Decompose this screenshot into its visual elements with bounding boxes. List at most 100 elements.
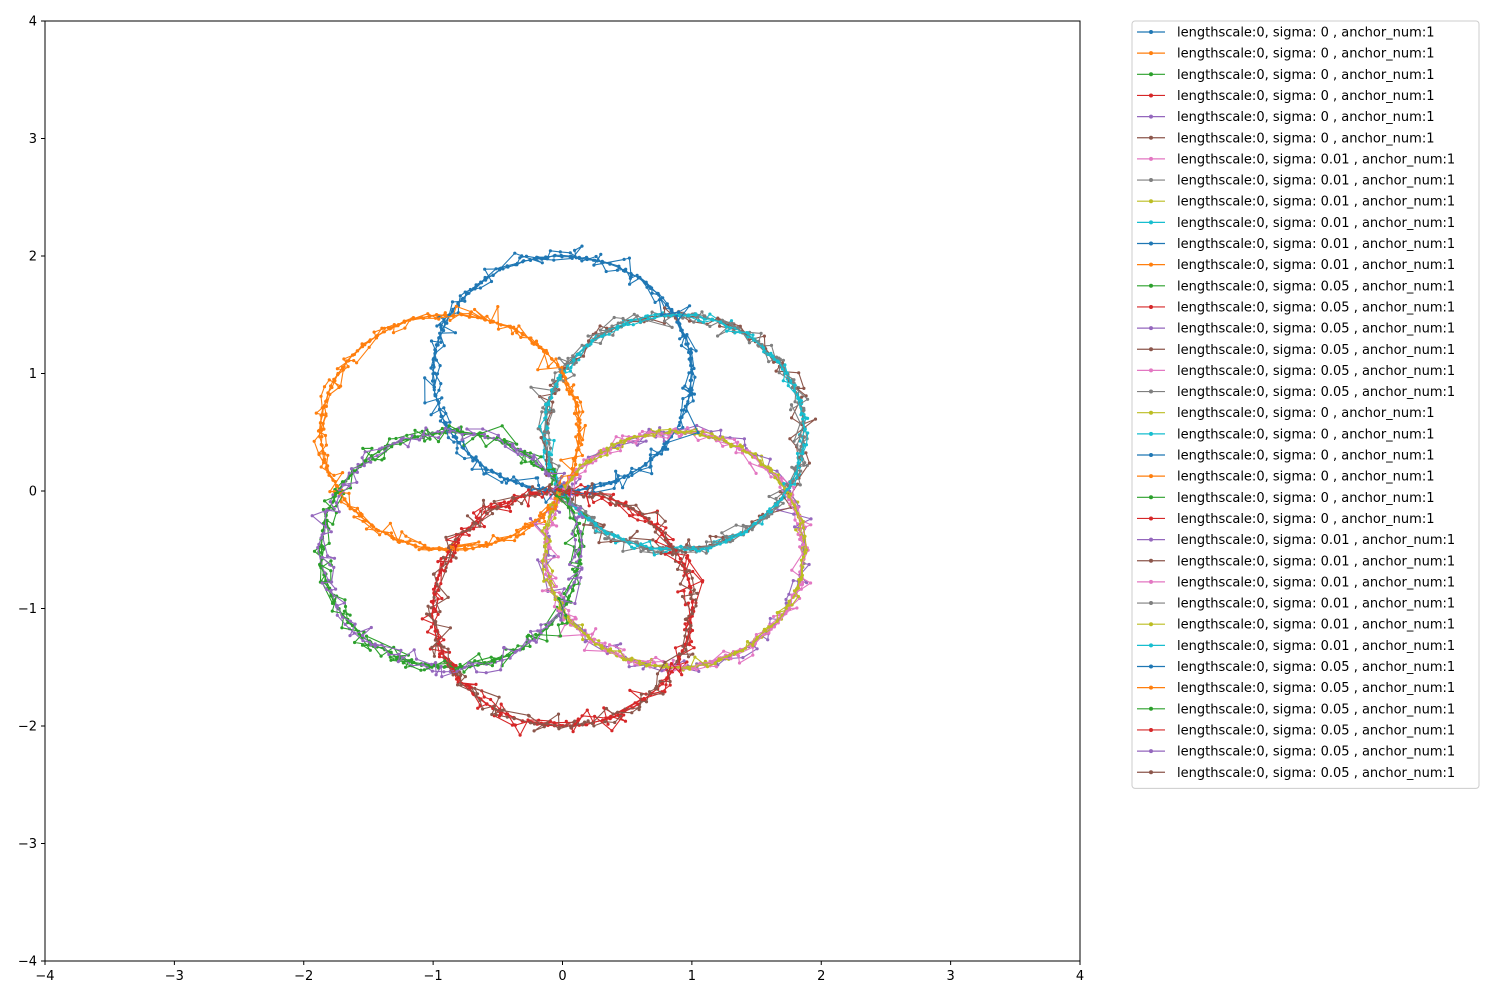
legend-swatch-marker bbox=[1149, 72, 1153, 77]
series-point bbox=[693, 375, 697, 379]
series-point bbox=[520, 254, 524, 258]
series-point bbox=[621, 549, 625, 553]
series-point bbox=[619, 714, 623, 718]
series-point bbox=[356, 349, 360, 353]
series-point bbox=[604, 716, 608, 720]
series-point bbox=[326, 453, 330, 457]
series-point bbox=[428, 613, 432, 617]
series-point bbox=[558, 250, 562, 254]
series-point bbox=[657, 428, 661, 432]
legend-entry: lengthscale:0, sigma: 0.01 , anchor_num:… bbox=[1137, 195, 1455, 210]
series-point bbox=[685, 426, 690, 430]
series-point bbox=[540, 467, 545, 471]
x-tick-label: −1 bbox=[424, 969, 443, 984]
series-point bbox=[732, 437, 737, 442]
series-point bbox=[600, 646, 604, 651]
series-point bbox=[439, 325, 443, 329]
series-point bbox=[508, 509, 513, 513]
series-point bbox=[520, 452, 524, 456]
series-point bbox=[431, 587, 436, 591]
series-point bbox=[540, 529, 544, 533]
series-point bbox=[556, 555, 560, 559]
series-point bbox=[629, 318, 634, 322]
series-point bbox=[455, 428, 460, 432]
series-point bbox=[373, 458, 377, 462]
series-point bbox=[439, 382, 443, 386]
series-point bbox=[541, 406, 545, 410]
series-point bbox=[573, 719, 577, 723]
series-point bbox=[330, 580, 334, 584]
series-point bbox=[689, 624, 693, 628]
series-point bbox=[334, 587, 338, 591]
series-point bbox=[598, 328, 603, 332]
series-point bbox=[394, 436, 398, 441]
series-point bbox=[443, 426, 447, 430]
series-point bbox=[326, 391, 330, 395]
series-point bbox=[589, 459, 593, 463]
series-point bbox=[796, 505, 800, 510]
series-point bbox=[408, 318, 412, 322]
series-point bbox=[553, 597, 557, 602]
series-point bbox=[312, 439, 316, 443]
series-point bbox=[529, 629, 533, 634]
series-point bbox=[563, 541, 568, 545]
series-point bbox=[684, 550, 688, 555]
series-point bbox=[491, 273, 495, 277]
series-point bbox=[489, 502, 493, 506]
legend-swatch-marker bbox=[1149, 622, 1153, 627]
series-point bbox=[425, 612, 429, 616]
series-point bbox=[641, 547, 645, 552]
series-point bbox=[423, 376, 427, 380]
series-point bbox=[591, 339, 595, 343]
series-point bbox=[439, 340, 443, 344]
series-point bbox=[583, 720, 587, 724]
series-point bbox=[622, 257, 626, 261]
series-point bbox=[598, 324, 602, 328]
series-point bbox=[576, 717, 580, 721]
series-point bbox=[355, 361, 359, 365]
series-point bbox=[715, 665, 719, 669]
series-point bbox=[554, 389, 558, 393]
series-point bbox=[448, 626, 452, 630]
series-point bbox=[554, 584, 559, 589]
series-29 bbox=[538, 312, 810, 553]
series-point bbox=[410, 661, 414, 665]
series-point bbox=[628, 536, 632, 540]
series-point bbox=[780, 367, 785, 371]
series-point bbox=[325, 398, 329, 402]
series-point bbox=[569, 726, 573, 730]
series-point bbox=[683, 404, 688, 408]
legend-label: lengthscale:0, sigma: 0.01 , anchor_num:… bbox=[1177, 618, 1455, 633]
series-point bbox=[553, 492, 557, 496]
series-point bbox=[600, 644, 604, 648]
series-point bbox=[557, 606, 561, 610]
series-point bbox=[667, 434, 671, 438]
series-point bbox=[437, 336, 441, 340]
legend-label: lengthscale:0, sigma: 0.01 , anchor_num:… bbox=[1177, 597, 1455, 612]
series-point bbox=[579, 576, 583, 580]
series-point bbox=[622, 658, 626, 662]
series-point bbox=[663, 306, 667, 310]
series-point bbox=[585, 343, 589, 347]
series-point bbox=[781, 501, 785, 505]
series-point bbox=[322, 547, 326, 551]
series-point bbox=[686, 314, 690, 318]
series-point bbox=[683, 548, 687, 552]
series-point bbox=[410, 434, 414, 438]
series-point bbox=[500, 480, 504, 484]
series-point bbox=[607, 329, 611, 333]
series-point bbox=[754, 471, 758, 475]
legend-label: lengthscale:0, sigma: 0 , anchor_num:1 bbox=[1177, 110, 1434, 125]
series-point bbox=[685, 556, 689, 560]
series-point bbox=[790, 593, 794, 597]
series-point bbox=[544, 410, 548, 414]
series-point bbox=[798, 421, 802, 425]
series-point bbox=[437, 436, 441, 440]
series-point bbox=[804, 443, 809, 447]
series-point bbox=[539, 436, 543, 440]
series-point bbox=[701, 320, 706, 324]
series-point bbox=[580, 443, 584, 447]
series-point bbox=[540, 589, 545, 593]
series-point bbox=[514, 478, 518, 482]
series-point bbox=[532, 463, 536, 467]
